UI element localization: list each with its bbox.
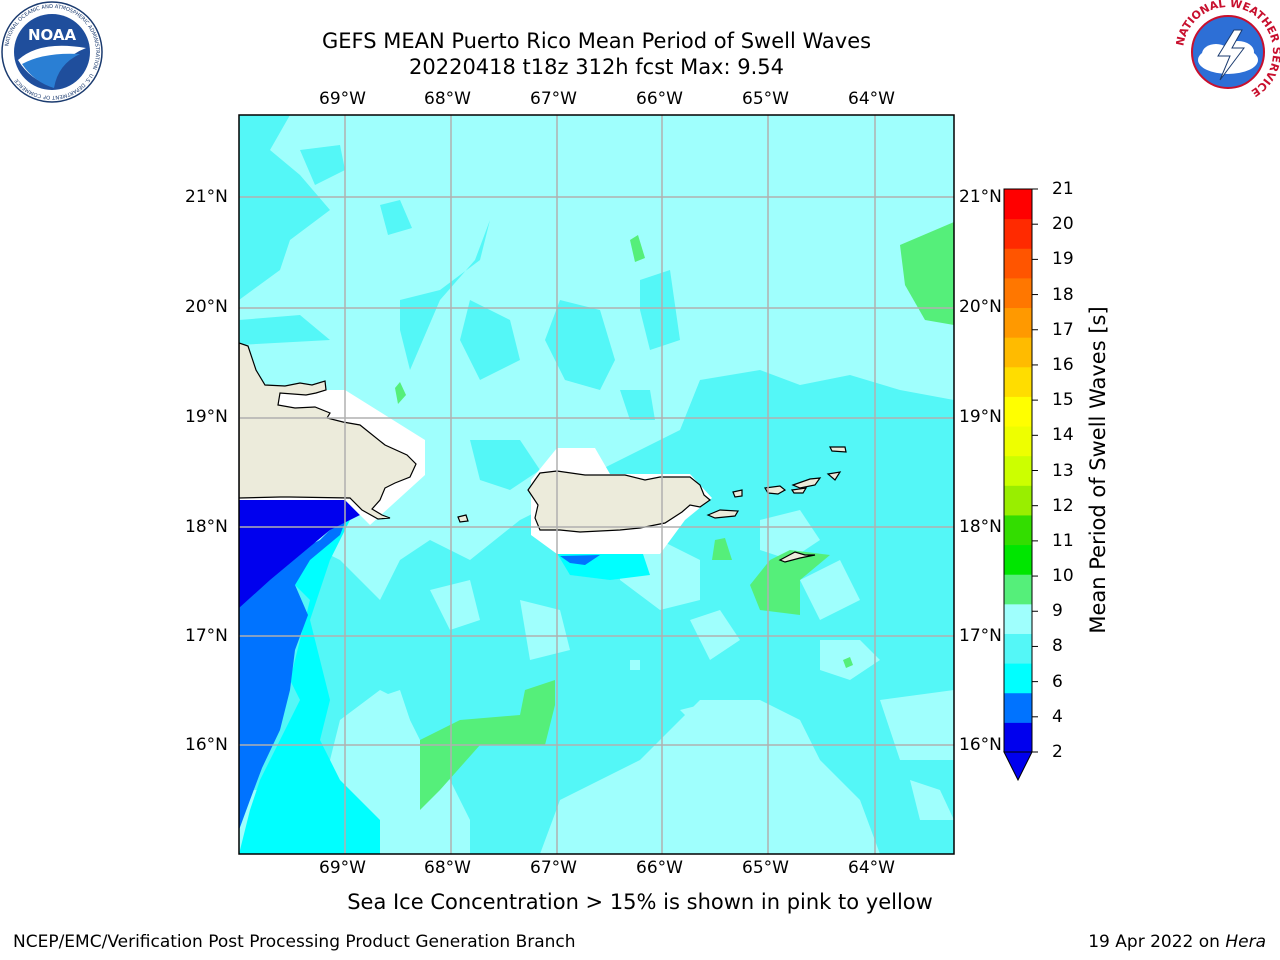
lat-label-right: 20°N bbox=[959, 297, 1002, 317]
colorbar-tick-label: 12 bbox=[1052, 495, 1074, 516]
land-mask bbox=[239, 340, 712, 554]
colorbar-tick-label: 14 bbox=[1052, 425, 1074, 446]
colorbar-segment bbox=[1004, 544, 1032, 575]
colorbar-segment bbox=[1004, 603, 1032, 634]
colorbar-tick-label: 20 bbox=[1052, 214, 1074, 235]
swell-zone-2-4s bbox=[239, 510, 350, 830]
date-host: Hera bbox=[1225, 932, 1266, 952]
lon-label-bottom: 69°W bbox=[319, 858, 366, 878]
credit-text: NCEP/EMC/Verification Post Processing Pr… bbox=[13, 932, 576, 952]
lon-label-top: 64°W bbox=[848, 89, 895, 109]
colorbar-segment bbox=[1004, 663, 1032, 694]
lon-label-top: 67°W bbox=[530, 89, 577, 109]
land bbox=[239, 342, 847, 563]
map-frame bbox=[238, 114, 955, 855]
sea-ice-note: Sea Ice Concentration > 15% is shown in … bbox=[347, 890, 933, 914]
colorbar-tick-label: 9 bbox=[1052, 601, 1063, 622]
lat-label-left: 21°N bbox=[185, 187, 228, 207]
colorbar-tick-label: 11 bbox=[1052, 530, 1074, 551]
colorbar-segment bbox=[1004, 248, 1032, 279]
colorbar-segment bbox=[1004, 277, 1032, 309]
noaa-logo-text: NOAA bbox=[28, 26, 77, 44]
colorbar-tick-label: 16 bbox=[1052, 354, 1074, 375]
colorbar-tick-label: 19 bbox=[1052, 249, 1074, 270]
colorbar-tick-label: 15 bbox=[1052, 390, 1074, 411]
lat-label-right: 21°N bbox=[959, 187, 1002, 207]
colorbar bbox=[1003, 188, 1038, 782]
date-stamp: 19 Apr 2022 on Hera bbox=[1088, 932, 1266, 952]
swell-zone-4-6s bbox=[239, 520, 380, 854]
lat-label-left: 17°N bbox=[185, 626, 228, 646]
lat-label-right: 19°N bbox=[959, 407, 1002, 427]
colorbar-segment bbox=[1004, 485, 1032, 516]
lon-label-top: 65°W bbox=[742, 89, 789, 109]
lon-label-top: 66°W bbox=[636, 89, 683, 109]
swell-zone-8-9s bbox=[368, 435, 954, 820]
map-subtitle: 20220418 t18z 312h fcst Max: 9.54 bbox=[409, 55, 784, 79]
swell-zone-9-10s bbox=[395, 222, 954, 810]
swell-zone-6-8s bbox=[239, 115, 954, 854]
colorbar-segment bbox=[1004, 574, 1032, 605]
colorbar-tick-label: 17 bbox=[1052, 319, 1074, 340]
colorbar-tick-label: 21 bbox=[1052, 179, 1074, 199]
lat-label-right: 18°N bbox=[959, 517, 1002, 537]
noaa-logo: NOAA NATIONAL OCEANIC AND ATMOSPHERIC AD… bbox=[1, 1, 103, 103]
colorbar-segment bbox=[1004, 366, 1032, 397]
colorbar-tick-label: 2 bbox=[1052, 742, 1063, 762]
colorbar-segment bbox=[1004, 426, 1032, 457]
colorbar-tick-label: 13 bbox=[1052, 460, 1074, 481]
colorbar-tick-label: 6 bbox=[1052, 671, 1063, 692]
lat-label-left: 19°N bbox=[185, 407, 228, 427]
colorbar-segment bbox=[1004, 692, 1032, 723]
map-title: GEFS MEAN Puerto Rico Mean Period of Swe… bbox=[321, 29, 872, 53]
lon-label-bottom: 66°W bbox=[636, 858, 683, 878]
lon-label-bottom: 65°W bbox=[742, 858, 789, 878]
lat-label-right: 16°N bbox=[959, 735, 1002, 755]
lon-label-bottom: 67°W bbox=[530, 858, 577, 878]
colorbar-tick-label: 10 bbox=[1052, 566, 1074, 587]
lon-label-bottom: 68°W bbox=[424, 858, 471, 878]
lat-label-left: 18°N bbox=[185, 517, 228, 537]
colorbar-frame bbox=[1003, 188, 1033, 753]
lon-label-bottom: 64°W bbox=[848, 858, 895, 878]
graticule bbox=[239, 115, 954, 854]
colorbar-tick-label: 4 bbox=[1052, 706, 1063, 727]
lon-label-top: 68°W bbox=[424, 89, 471, 109]
colorbar-extension bbox=[1003, 751, 1033, 782]
lat-label-right: 17°N bbox=[959, 626, 1002, 646]
lat-label-left: 20°N bbox=[185, 297, 228, 317]
colorbar-segment bbox=[1004, 722, 1032, 753]
ocean-base bbox=[239, 115, 954, 854]
colorbar-tick-label: 18 bbox=[1052, 284, 1074, 305]
swell-zone-below-2s bbox=[239, 500, 360, 608]
colorbar-segment bbox=[1004, 218, 1032, 249]
colorbar-segment bbox=[1004, 514, 1032, 546]
colorbar-tick-label: 8 bbox=[1052, 636, 1063, 657]
colorbar-segment bbox=[1004, 307, 1032, 338]
colorbar-segment bbox=[1004, 189, 1032, 220]
colorbar-segment bbox=[1004, 633, 1032, 664]
colorbar-segment bbox=[1004, 396, 1032, 427]
colorbar-segment bbox=[1004, 455, 1032, 486]
colorbar-segment bbox=[1004, 337, 1032, 368]
lat-label-left: 16°N bbox=[185, 735, 228, 755]
lon-label-top: 69°W bbox=[319, 89, 366, 109]
